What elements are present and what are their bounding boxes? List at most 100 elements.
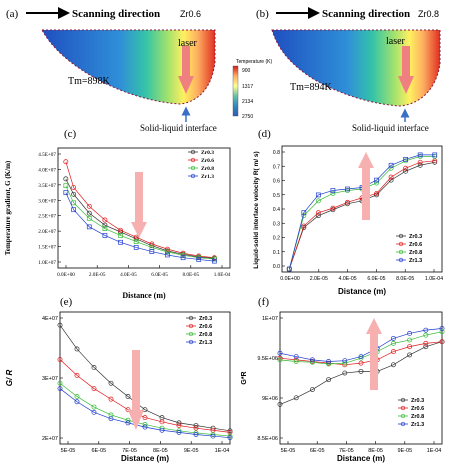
trend-arrow-shaft [135, 172, 143, 222]
interface-label: Solid-liquid interface [140, 123, 217, 133]
y-tick-label: 0.1 [273, 250, 280, 256]
data-point [388, 174, 394, 180]
legend-swatch-marker [188, 331, 194, 337]
series-line [65, 192, 215, 262]
x-tick-label: 5E-05 [61, 448, 76, 454]
data-point [74, 399, 80, 405]
x-axis-label: Distance (m) [338, 287, 386, 296]
data-point [309, 359, 315, 365]
x-tick-label: 4.0E-05 [120, 272, 137, 278]
data-point [86, 215, 92, 221]
x-tick-labels: 5E-05 6E-05 7E-05 8E-05 9E-05 1E-04 [61, 441, 229, 454]
data-point [176, 420, 182, 426]
x-axis-label: Distance (m) [121, 454, 169, 463]
legend-entry: Zr1.3 [409, 258, 422, 264]
data-point [133, 234, 139, 240]
data-point [432, 159, 438, 165]
legend-entry: Zr1.3 [199, 340, 212, 346]
x-tick-label: 7E-05 [339, 448, 354, 454]
data-point [403, 156, 408, 162]
data-point [210, 432, 216, 437]
colorbar-tick: 2134 [242, 99, 253, 105]
y-tick-label: 4E+07 [42, 316, 58, 322]
data-point [390, 335, 396, 341]
data-point [277, 350, 283, 356]
legend-swatch-marker [400, 397, 406, 403]
x-tick-label: 6.0E-05 [151, 272, 168, 278]
trend-arrow-head [358, 152, 374, 168]
x-tick-label: 5E-05 [281, 448, 296, 454]
data-point [417, 159, 423, 165]
series-line [59, 359, 231, 433]
legend-swatch-marker [400, 413, 406, 419]
data-point [439, 326, 445, 331]
trend-arrow-head [366, 318, 382, 334]
tm-label: Tm=898K [68, 76, 111, 87]
y-tick-labels: 2E+07 3E+07 4E+07 [42, 316, 63, 442]
x-tick-label: 2.0E-05 [310, 276, 328, 282]
data-point [227, 433, 233, 439]
data-point [301, 225, 307, 230]
colorbar-title: Temperature (K) [236, 59, 272, 65]
data-point [439, 339, 445, 345]
data-point [159, 419, 165, 425]
data-point [74, 346, 80, 352]
legend-swatch-marker [398, 241, 404, 247]
data-point [345, 201, 350, 207]
data-point [133, 236, 139, 242]
data-point [286, 266, 292, 272]
x-axis-label: Distance (m) [337, 454, 385, 463]
y-tick-label: 1E+07 [262, 316, 278, 322]
data-point [125, 420, 131, 426]
y-tick-label: 1.0E+07 [38, 260, 56, 266]
legend: Zr0.3 Zr0.6 Zr0.8 Zr1.3 [186, 315, 212, 346]
data-point [102, 217, 108, 223]
y-axis-label: G/ R [5, 370, 14, 387]
legend-entry: Zr1.3 [411, 422, 424, 428]
data-point [293, 395, 299, 401]
data-point [374, 192, 379, 198]
y-tick-label: 9.5E+06 [257, 356, 278, 362]
data-point [390, 362, 396, 368]
y-tick-label: 3.5E+07 [38, 183, 56, 189]
x-tick-label: 6.0E-05 [367, 276, 385, 282]
legend-entry: Zr0.6 [199, 324, 212, 330]
x-tick-label: 4.0E-05 [339, 276, 357, 282]
x-tick-label: 0.0E+00 [57, 272, 75, 278]
data-point [180, 252, 186, 258]
trend-arrow-head [131, 222, 147, 238]
data-point [118, 239, 123, 245]
panel-letter: (c) [64, 128, 77, 140]
data-point [165, 249, 170, 255]
data-point [388, 162, 394, 168]
data-point [108, 380, 114, 386]
data-point [390, 349, 396, 355]
laser-label: laser [178, 38, 198, 49]
x-tick-label: 1.0E-04 [214, 272, 231, 278]
data-point [57, 380, 63, 386]
y-tick-label: 1.5E+07 [38, 245, 56, 251]
data-point [345, 186, 350, 192]
data-point [63, 183, 69, 189]
legend-swatch-marker [190, 173, 196, 179]
data-point [63, 159, 69, 165]
panel-c: (c) Distance (m) Temperature gradient, G… [4, 128, 231, 300]
x-tick-label: 8E-05 [368, 448, 383, 454]
alloy-label: Zr0.6 [180, 9, 201, 19]
y-tick-labels: 1.0E+07 1.5E+07 2.0E+07 2.5E+07 3.0E+07 3.5E+… [38, 152, 61, 266]
data-point [301, 210, 307, 216]
data-point [118, 233, 123, 238]
y-tick-label: 0.6 [273, 179, 280, 185]
data-point [142, 407, 148, 413]
data-point [309, 387, 315, 392]
data-point [149, 249, 155, 254]
colorbar-tick: 900 [242, 68, 251, 74]
data-point [142, 424, 148, 430]
colorbar-ramp [232, 65, 239, 117]
data-point [227, 435, 233, 441]
colorbar-tick: 1317 [242, 84, 253, 90]
data-points [277, 326, 445, 407]
legend-entry: Zr0.8 [411, 414, 424, 420]
series-line [279, 341, 443, 405]
data-point [102, 233, 108, 238]
